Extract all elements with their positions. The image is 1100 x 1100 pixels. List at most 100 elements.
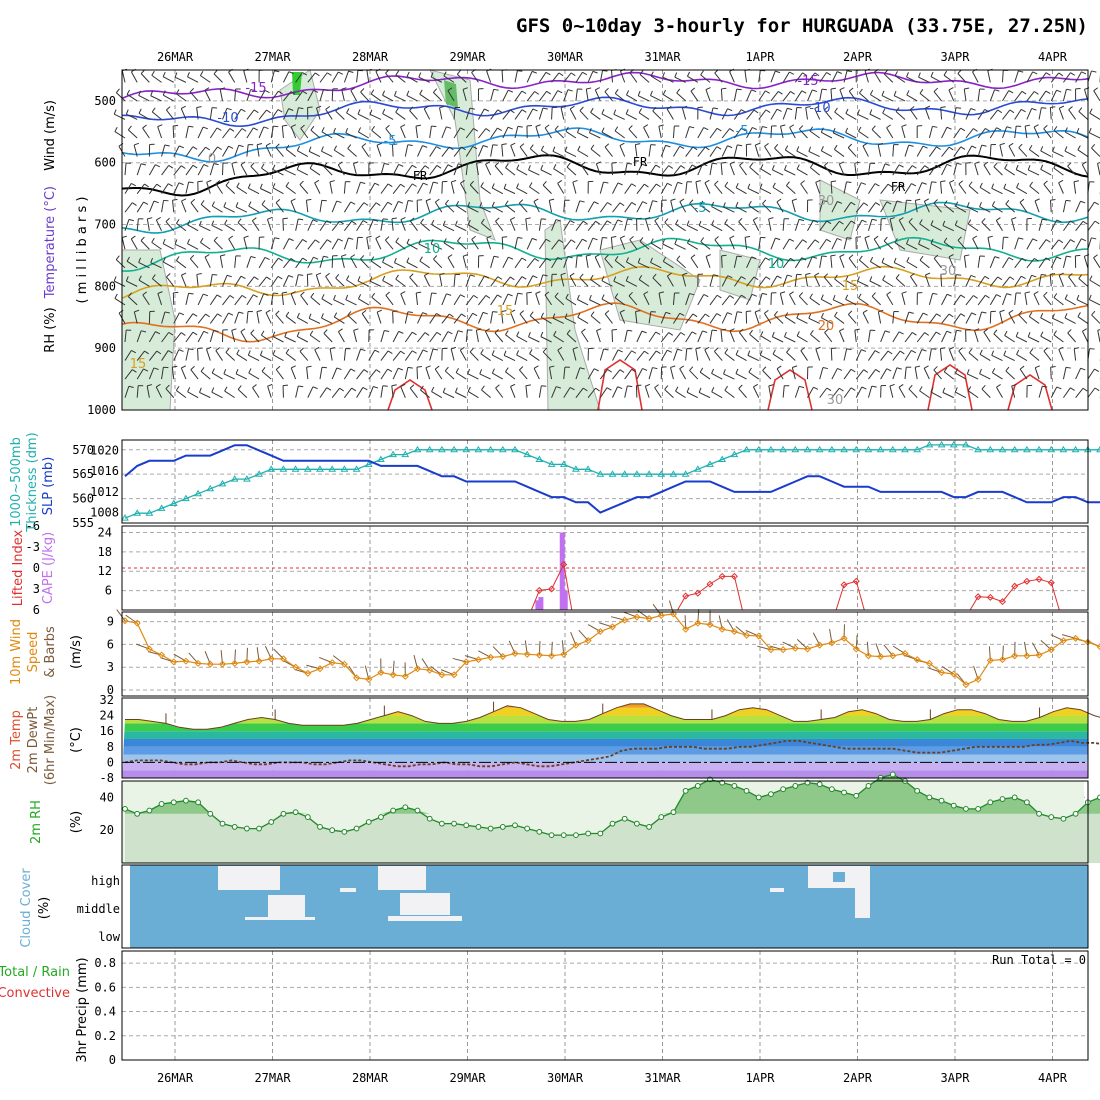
wind-barb-flag: [290, 258, 296, 262]
wind-barb: [704, 182, 711, 194]
wind-barb: [780, 126, 784, 139]
wind-barb: [456, 73, 467, 83]
wind-barb: [784, 316, 796, 324]
wind-barb: [306, 367, 309, 380]
thickness-marker: [779, 445, 787, 453]
wind-barb-flag: [448, 313, 454, 318]
wind-barb: [1002, 90, 1010, 102]
wind-barb: [219, 255, 223, 268]
wind-barb-flag: [450, 346, 457, 350]
wind-barb-flag: [857, 276, 860, 282]
wind-barb: [519, 313, 528, 324]
wind-barb-flag: [341, 254, 347, 257]
date-label-bottom: 4APR: [1038, 1071, 1068, 1085]
thickness-marker: [157, 504, 166, 511]
wind-barb: [629, 239, 638, 250]
wind-barb-flag: [476, 328, 482, 331]
wind-barb-flag: [631, 202, 637, 206]
wind-barb: [871, 296, 881, 306]
wind-barb-flag: [655, 331, 661, 335]
wind-barb: [857, 113, 869, 120]
wind-barb-flag: [418, 239, 422, 245]
wind-barb: [650, 95, 662, 102]
wind-barb: [1024, 292, 1028, 305]
wind10-marker: [938, 668, 946, 677]
wind-barb-flag: [857, 109, 860, 115]
wind-barb-flag: [395, 274, 399, 280]
wind-barb: [185, 146, 194, 157]
wind-barb: [697, 330, 703, 343]
wind-barb: [453, 146, 462, 157]
wind-barb: [749, 333, 760, 343]
wind-barb: [538, 257, 547, 269]
contour-label: FR: [413, 169, 428, 183]
wind-barb: [843, 220, 852, 232]
wind-barb-flag: [433, 181, 439, 184]
wind-barb-flag: [997, 109, 1003, 114]
wind-barb: [333, 149, 345, 157]
wind-barb-flag: [516, 331, 520, 337]
wind-barb: [1050, 367, 1052, 380]
wind-barb: [892, 164, 900, 176]
wind-barb-flag: [187, 387, 191, 393]
cape-bar: [559, 532, 565, 610]
wind10-marker: [901, 649, 909, 658]
wind-barb-flag: [472, 312, 478, 317]
wind-barb: [1018, 147, 1028, 157]
wind-barb: [246, 294, 254, 306]
wind-barb: [746, 89, 752, 102]
wind-barb: [672, 125, 675, 139]
wind-barb-flag: [1027, 332, 1031, 338]
wind10-marker: [353, 674, 361, 682]
wind-barb-flag: [215, 347, 221, 351]
wind-barb-flag: [529, 311, 534, 317]
wind-barb-flag: [792, 365, 798, 368]
wind-barb-flag: [1059, 105, 1065, 109]
wind-barb: [1029, 185, 1040, 195]
rh2-marker: [317, 824, 323, 830]
rh-shading: [279, 69, 321, 141]
wind-barb-flag: [617, 182, 623, 186]
wind-barb-flag: [518, 199, 524, 204]
wind-barb: [246, 127, 254, 139]
wind-barb: [433, 92, 443, 102]
wind-barb: [331, 238, 339, 250]
wind-barb: [319, 239, 328, 250]
wind-barb: [636, 201, 643, 213]
wind-barb-flag: [1066, 255, 1072, 258]
wind-barb: [258, 257, 266, 269]
wind-barb: [800, 183, 808, 194]
wind-barb: [478, 128, 487, 139]
date-label-top: 27MAR: [254, 50, 291, 64]
wind-barb: [514, 70, 518, 83]
wind-barb-flag: [259, 350, 263, 356]
wind-barb: [1011, 385, 1016, 398]
temperature-contour-warm: [387, 379, 433, 411]
rh2-marker: [999, 796, 1006, 802]
wind-barb: [977, 109, 986, 120]
wind-barb-flag: [267, 383, 273, 387]
wind-barb: [501, 144, 504, 157]
wind-barb: [491, 354, 504, 361]
wind-barb-flag: [479, 369, 483, 375]
wind-barb: [234, 255, 237, 268]
wind-barb-flag: [711, 220, 715, 226]
wind-barb-flag: [162, 257, 166, 263]
wind-barb-flag: [128, 292, 132, 298]
wind-barb-flag: [113, 276, 117, 282]
wind-barb: [1026, 71, 1034, 83]
rh2-marker: [633, 820, 640, 827]
wind-barb-flag: [662, 239, 665, 245]
wind-barb: [297, 317, 309, 324]
wind-barb-flag: [174, 239, 178, 245]
wind-barb: [375, 238, 382, 250]
wind10-marker: [218, 660, 227, 668]
wind-barb-flag: [677, 348, 683, 352]
wind-barb-flag: [645, 383, 651, 387]
wind-barb: [916, 182, 923, 194]
wind-barb-flag: [391, 217, 397, 220]
wind-barb-flag: [557, 180, 563, 184]
wind-barb: [538, 238, 547, 250]
wind-barb-flag: [400, 383, 406, 387]
wind-barb-flag: [296, 164, 300, 170]
